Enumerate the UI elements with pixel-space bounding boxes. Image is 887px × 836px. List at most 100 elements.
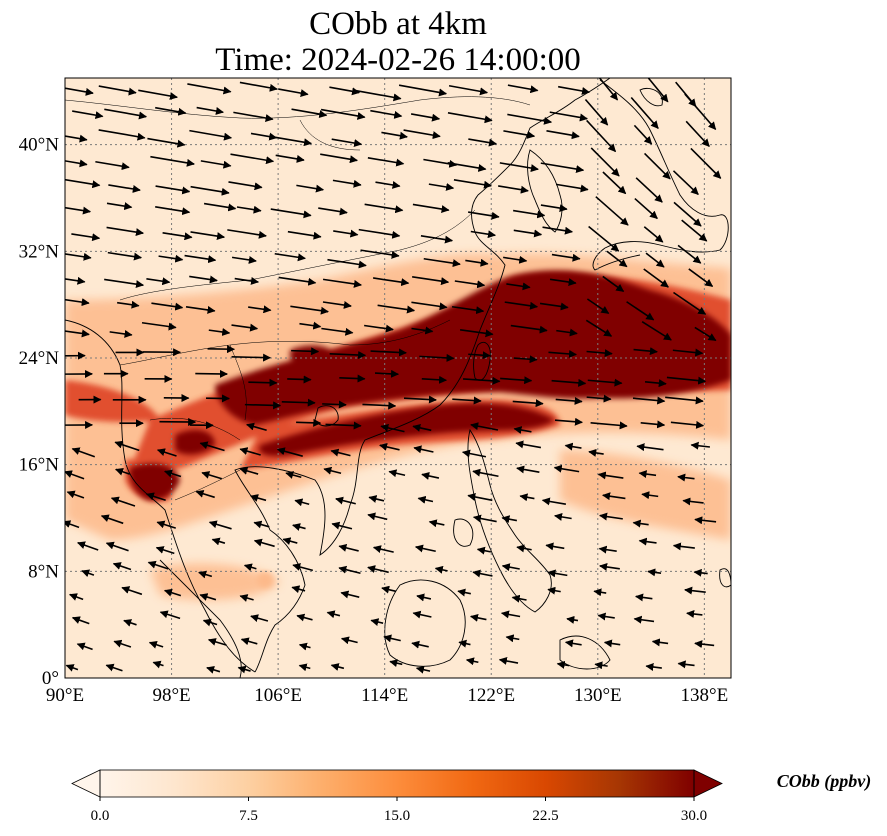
wind-arrow [338, 543, 359, 552]
wind-arrow [643, 226, 664, 243]
wind-arrow [184, 254, 217, 264]
wind-arrow [677, 244, 702, 264]
wind-arrow [76, 642, 93, 651]
wind-arrow [81, 569, 95, 578]
wind-arrow [412, 276, 450, 286]
wind-arrow [72, 110, 104, 120]
wind-arrow [515, 440, 542, 449]
wind-arrow [321, 327, 354, 336]
wind-arrow [148, 640, 164, 649]
wind-arrow [645, 663, 662, 671]
wind-arrow [694, 516, 717, 525]
wind-arrow [688, 268, 714, 288]
wind-arrow [586, 394, 612, 403]
wind-arrow [151, 302, 184, 311]
wind-arrow [156, 520, 176, 529]
wind-arrow [672, 348, 704, 357]
wind-arrow [507, 84, 539, 94]
wind-arrow [65, 159, 88, 168]
wind-arrow [597, 471, 624, 480]
wind-arrow [599, 512, 623, 521]
wind-arrow [412, 423, 432, 432]
wind-arrow [275, 154, 305, 163]
wind-arrow [507, 113, 553, 125]
wind-arrow [71, 447, 96, 458]
wind-arrow [287, 375, 312, 384]
wind-arrow [633, 615, 655, 624]
wind-arrow [121, 586, 143, 596]
wind-arrow [239, 467, 259, 475]
wind-arrow [141, 321, 177, 331]
lat-tick-label: 32°N [19, 241, 60, 262]
wind-arrow [546, 130, 580, 140]
wind-arrow [358, 228, 401, 239]
wind-arrow [673, 291, 707, 315]
wind-arrow [542, 226, 573, 235]
wind-arrow [566, 615, 579, 624]
wind-arrow [411, 301, 448, 311]
wind-arrow [644, 379, 667, 388]
wind-arrow [287, 230, 322, 240]
wind-arrow [290, 305, 329, 315]
wind-arrow [416, 593, 432, 602]
wind-arrow [635, 593, 653, 602]
wind-arrow [638, 470, 657, 479]
wind-arrow [329, 351, 367, 360]
wind-arrow [419, 353, 455, 362]
wind-arrow [632, 396, 666, 405]
wind-arrow [105, 541, 129, 552]
wind-arrow [248, 378, 278, 387]
wind-arrow [602, 492, 626, 501]
wind-arrow [372, 277, 410, 287]
wind-arrow [158, 254, 184, 263]
wind-arrow [110, 496, 136, 507]
wind-arrow [459, 329, 494, 338]
wind-arrow [203, 202, 237, 212]
wind-arrow [500, 376, 533, 385]
wind-arrow [411, 640, 429, 649]
wind-arrow [555, 183, 589, 193]
wind-arrow [415, 665, 431, 674]
wind-arrow [634, 197, 658, 220]
wind-arrow [195, 369, 228, 378]
wind-arrow [296, 613, 313, 622]
wind-arrow [327, 258, 367, 269]
wind-arrow [454, 280, 486, 289]
wind-arrow [367, 565, 389, 574]
wind-vectors [65, 78, 722, 674]
wind-arrow [162, 232, 193, 241]
wind-arrow [586, 349, 613, 358]
wind-arrow [65, 206, 92, 215]
colorbar-max-extension [693, 769, 723, 798]
wind-arrow [645, 252, 665, 268]
lon-tick-label: 90°E [46, 685, 84, 706]
colorbar-gradient [100, 770, 694, 797]
wind-arrow [230, 153, 275, 165]
wind-arrow [274, 252, 306, 262]
wind-arrow [282, 537, 298, 546]
wind-arrow [641, 491, 659, 500]
wind-arrow [65, 664, 79, 672]
wind-arrow [367, 156, 405, 167]
wind-arrow [666, 376, 707, 385]
lat-tick-label: 0° [42, 668, 59, 689]
wind-arrow [104, 108, 148, 120]
wind-arrow [71, 616, 90, 625]
wind-arrow [501, 563, 520, 572]
wind-arrow [470, 230, 496, 239]
wind-arrow [155, 106, 187, 116]
wind-arrow [452, 396, 482, 405]
wind-arrow [590, 147, 620, 177]
wind-arrow [198, 570, 213, 579]
wind-arrow [594, 661, 608, 670]
wind-arrow [65, 298, 90, 307]
wind-arrow [448, 84, 489, 96]
wind-arrow [65, 178, 101, 189]
wind-arrow [65, 520, 80, 529]
wind-arrow [553, 464, 580, 473]
wind-arrow [200, 160, 232, 169]
wind-arrow [117, 300, 140, 309]
wind-arrow [374, 369, 400, 378]
wind-arrow [377, 304, 416, 314]
wind-arrow [98, 85, 137, 96]
